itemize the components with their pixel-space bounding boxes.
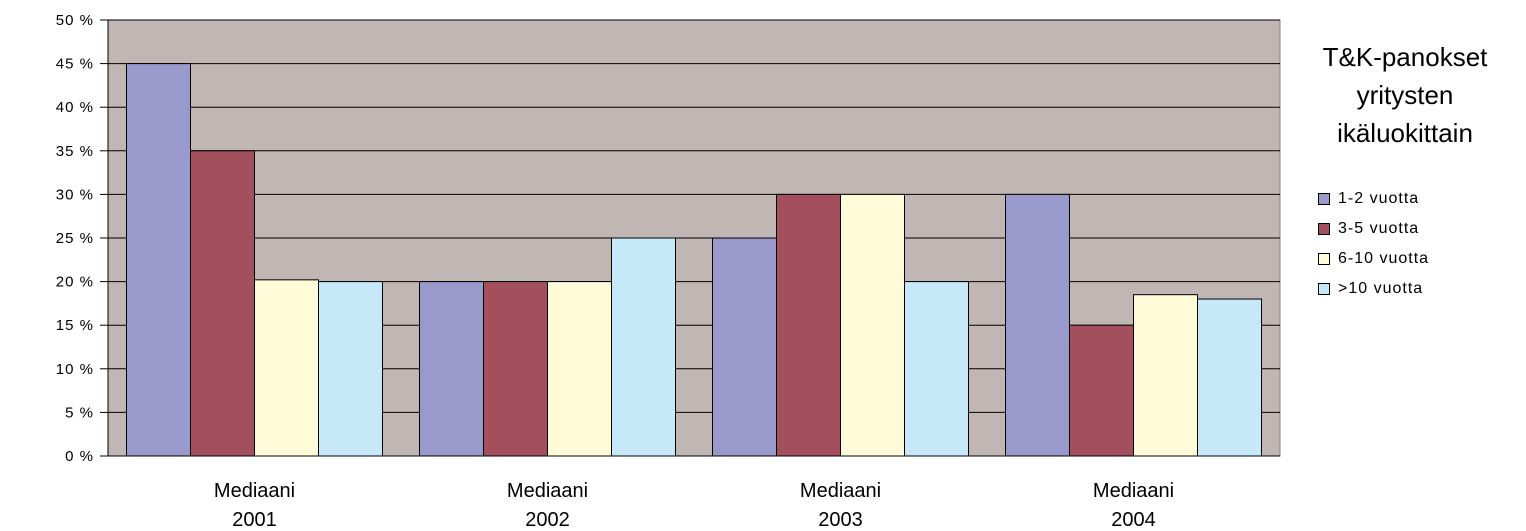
x-tick-label: Mediaani 2004 (1093, 480, 1174, 531)
bar (840, 193, 905, 457)
y-axis: 0 % 5 % 10 % 15 % 20 % 25 % 30 % 35 % 40 % 45 % 50… (56, 12, 109, 465)
legend-item: 6-10 vuotta (1318, 244, 1429, 274)
bar (547, 281, 612, 457)
bar (776, 193, 841, 457)
legend-swatch (1318, 223, 1330, 235)
y-tick-label: 30 % (56, 186, 94, 203)
bar (1005, 193, 1070, 457)
y-tick-label: 0 % (65, 448, 94, 465)
legend-swatch (1318, 283, 1330, 295)
x-tick-label: Mediaani 2002 (507, 480, 588, 531)
bar (483, 281, 548, 457)
x-tick-label: Mediaani 2001 (214, 480, 295, 531)
bars (126, 63, 1262, 457)
legend-swatch (1318, 193, 1330, 205)
chart-title: T&K-panokset yritysten ikäluokittain (1322, 42, 1488, 148)
bar-chart: 0 % 5 % 10 % 15 % 20 % 25 % 30 % 35 % 40 % 45 % 50… (56, 12, 1281, 531)
bar (611, 237, 676, 457)
y-tick-label: 45 % (56, 56, 94, 73)
legend-item: 3-5 vuotta (1318, 214, 1429, 244)
bar (712, 237, 777, 457)
legend-swatch (1318, 253, 1330, 265)
legend-label: 3-5 vuotta (1338, 220, 1420, 237)
legend-item: >10 vuotta (1318, 274, 1429, 304)
y-tick-label: 25 % (56, 230, 94, 247)
legend-label: >10 vuotta (1338, 280, 1424, 297)
bar (1069, 324, 1134, 457)
legend-item: 1-2 vuotta (1318, 184, 1429, 214)
legend-label: 6-10 vuotta (1338, 250, 1430, 267)
legend-label: 1-2 vuotta (1338, 190, 1420, 207)
y-tick-label: 15 % (56, 317, 94, 334)
x-axis: Mediaani 2001 Mediaani 2002 Mediaani 2003 Medi… (108, 455, 1280, 531)
bar (190, 150, 255, 457)
bar (126, 63, 191, 457)
bar (1133, 294, 1198, 457)
y-tick-label: 5 % (65, 404, 94, 421)
bar (318, 281, 383, 457)
bar (254, 279, 319, 457)
y-tick-label: 50 % (56, 12, 94, 29)
y-tick-label: 20 % (56, 274, 94, 291)
bar (904, 281, 969, 457)
x-tick-label: Mediaani 2003 (800, 480, 881, 531)
bar (1197, 298, 1262, 457)
y-tick-label: 10 % (56, 361, 94, 378)
y-tick-label: 35 % (56, 143, 94, 160)
bar (419, 281, 484, 457)
legend: 1-2 vuotta 3-5 vuotta 6-10 vuotta >10 vuott… (1318, 184, 1429, 304)
y-tick-label: 40 % (56, 99, 94, 116)
